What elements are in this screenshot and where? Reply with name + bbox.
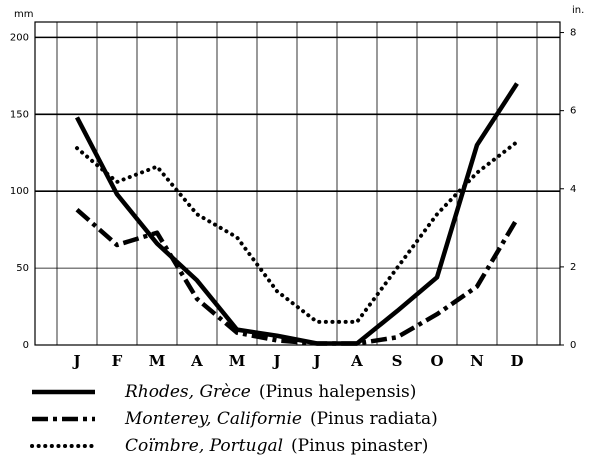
y-tick-label: 50 bbox=[16, 263, 29, 274]
x-tick-label: S bbox=[392, 352, 403, 370]
y-tick-label: 100 bbox=[10, 186, 29, 197]
y-tick-label: 150 bbox=[10, 109, 29, 120]
y2-tick-label: 4 bbox=[570, 184, 576, 195]
x-tick-label: J bbox=[71, 352, 80, 370]
data-line bbox=[75, 139, 519, 324]
x-tick-label: O bbox=[430, 352, 443, 370]
y2-tick-label: 2 bbox=[570, 262, 576, 273]
legend-name: Monterey, Californie bbox=[124, 409, 302, 429]
legend-species: (Pinus pinaster) bbox=[291, 436, 428, 456]
y-tick-label: 200 bbox=[10, 32, 29, 43]
x-tick-label: D bbox=[510, 352, 523, 370]
legend-name: Coïmbre, Portugal bbox=[125, 436, 283, 456]
y-unit: mm bbox=[14, 9, 33, 20]
legend-name: Rhodes, Grèce bbox=[124, 382, 251, 402]
legend-entry: Monterey, Californie (Pinus radiata) bbox=[124, 409, 438, 429]
legend-species: (Pinus halepensis) bbox=[259, 382, 417, 402]
x-tick-label: M bbox=[229, 352, 246, 370]
legend-entry: Coïmbre, Portugal (Pinus pinaster) bbox=[125, 436, 428, 456]
x-tick-label: J bbox=[311, 352, 320, 370]
y2-tick-label: 8 bbox=[570, 28, 576, 39]
y2-tick-label: 6 bbox=[570, 106, 576, 117]
plot-frame bbox=[34, 21, 561, 346]
x-tick-label: M bbox=[149, 352, 166, 370]
x-tick-label: A bbox=[350, 352, 363, 370]
data-line bbox=[75, 207, 519, 346]
x-tick-label: J bbox=[271, 352, 280, 370]
legend-entry: Rhodes, Grèce (Pinus halepensis) bbox=[124, 382, 416, 402]
x-tick-label: N bbox=[470, 352, 484, 370]
y-tick-label: 0 bbox=[23, 340, 29, 351]
legend-species: (Pinus radiata) bbox=[310, 409, 438, 429]
x-tick-label: A bbox=[190, 352, 203, 370]
y2-unit: in. bbox=[572, 5, 584, 16]
x-tick-label: F bbox=[112, 352, 123, 370]
data-line bbox=[75, 82, 519, 346]
y2-tick-label: 0 bbox=[570, 340, 576, 351]
